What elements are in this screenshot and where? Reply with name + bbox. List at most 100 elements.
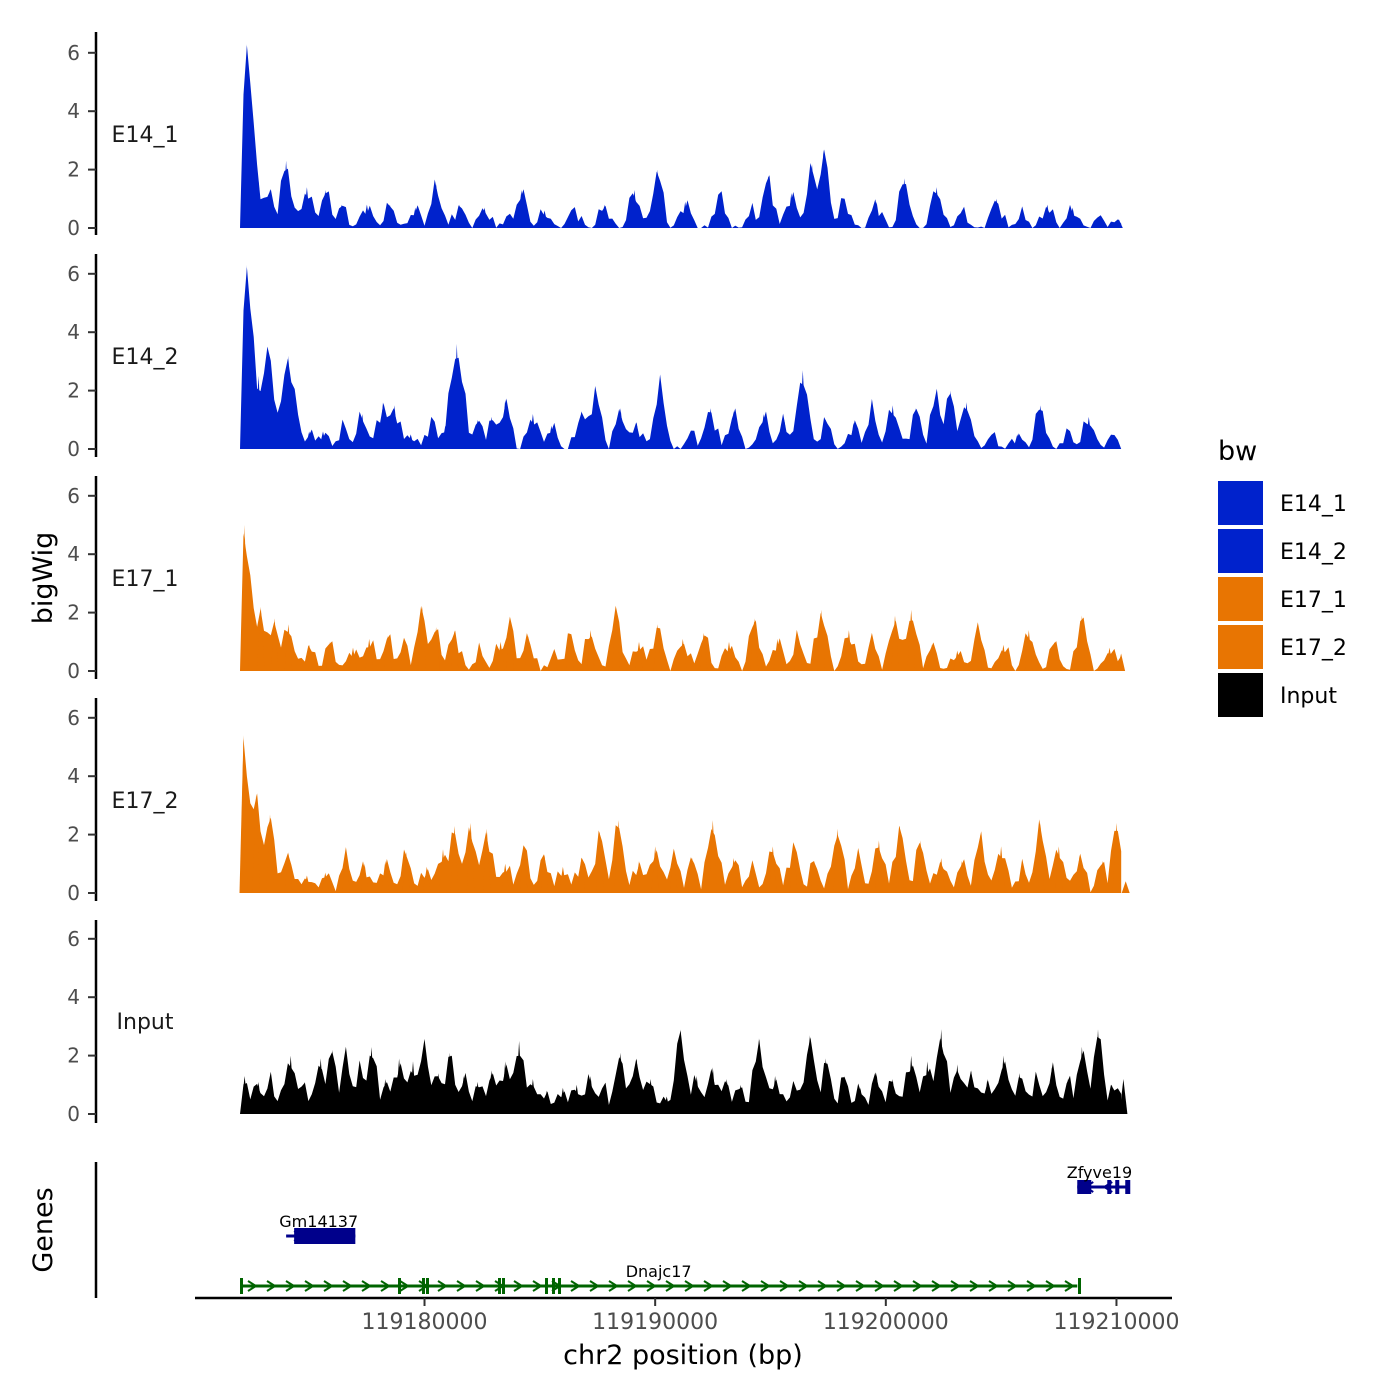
gene-label: Zfyve19 — [1067, 1163, 1132, 1182]
strand-arrow — [760, 1280, 771, 1292]
strand-arrow — [874, 1280, 885, 1292]
track-peak-e17-2 — [321, 872, 330, 893]
track-area-e17-2 — [240, 738, 1122, 893]
x-tick-label: 119210000 — [1053, 1310, 1179, 1335]
track-peak-e17-1 — [365, 638, 374, 671]
track-peak-e14-2 — [798, 370, 807, 449]
strand-arrow — [323, 1280, 334, 1292]
gene-exon — [398, 1278, 401, 1294]
track-peak-e17-2 — [651, 846, 660, 893]
strip-label-input: Input — [117, 1010, 174, 1035]
strand-arrow — [836, 1280, 847, 1292]
track-peak-input — [646, 1079, 655, 1114]
track-peak-input — [286, 1055, 295, 1114]
track-peak-input — [1077, 1046, 1086, 1114]
gene-label: Dnajc17 — [626, 1262, 692, 1281]
track-peak-e17-1 — [907, 609, 916, 671]
x-ticks: 119180000 119190000 119200000 119210000 — [362, 1298, 1179, 1335]
strand-arrow — [988, 1280, 999, 1292]
y-tick-label: 2 — [67, 158, 80, 182]
strand-arrow — [798, 1280, 809, 1292]
track-peak-input — [692, 1076, 701, 1114]
y-axis-title: bigWig — [28, 532, 59, 625]
strand-arrow — [646, 1280, 657, 1292]
gene-label: Gm14137 — [279, 1212, 358, 1231]
track-peak-e17-1 — [1117, 653, 1126, 671]
strand-arrow — [247, 1280, 258, 1292]
track-peak-e17-2 — [239, 735, 248, 893]
track-peak-input — [1047, 1067, 1056, 1114]
track-peak-e14-2 — [1064, 431, 1072, 449]
track-peak-input — [821, 1058, 830, 1114]
track-peak-e17-2 — [688, 858, 697, 893]
gene-exon — [294, 1228, 356, 1244]
track-peak-e17-1 — [496, 641, 505, 671]
track-peak-e17-2 — [1017, 866, 1026, 893]
strand-arrow — [437, 1280, 448, 1292]
track-peak-input — [445, 1052, 454, 1114]
gene-exon — [558, 1278, 561, 1294]
strand-arrow — [1007, 1280, 1018, 1292]
strand-arrow — [703, 1280, 714, 1292]
track-peak-e17-1 — [891, 615, 899, 671]
track-peak-e14-1 — [808, 163, 816, 228]
track-peak-e14-1 — [1017, 213, 1026, 228]
track-peak-e14-2 — [946, 390, 955, 449]
strand-arrow — [684, 1280, 695, 1292]
track-peak-e14-2 — [441, 425, 450, 449]
track-peak-e17-2 — [252, 793, 261, 893]
gene-exon — [552, 1278, 555, 1294]
track-peak-e14-2 — [284, 355, 293, 449]
strand-arrow — [931, 1280, 942, 1292]
strand-arrow — [266, 1280, 277, 1292]
track-peak-e14-1 — [653, 169, 662, 228]
track-peak-e17-2 — [466, 822, 475, 893]
track-peak-e14-2 — [688, 431, 697, 449]
track-peak-e14-1 — [362, 204, 371, 228]
track-peak-e17-2 — [669, 852, 678, 893]
track-peak-e14-2 — [932, 390, 941, 449]
track-peak-e14-2 — [1036, 405, 1045, 449]
track-area-e14-2 — [240, 267, 1122, 449]
track-peak-input — [937, 1029, 946, 1114]
track-peak-e14-1 — [787, 193, 796, 228]
track-peak-e14-2 — [339, 425, 348, 449]
track-peak-input — [923, 1061, 932, 1114]
track-peak-e17-2 — [810, 860, 819, 893]
gene-exon — [422, 1278, 425, 1294]
track-peak-input — [409, 1061, 417, 1114]
track-peak-e17-2 — [1121, 881, 1130, 893]
track-peak-input — [277, 1090, 286, 1114]
track-peak-e14-1 — [1043, 204, 1052, 228]
track-peak-e17-1 — [240, 525, 249, 671]
legend: bw E14_1 E14_2 E17_1 E17_2 Input — [1218, 436, 1347, 717]
track-peak-e14-1 — [517, 190, 526, 228]
track-peak-e14-1 — [503, 216, 512, 228]
legend-label-e17-1: E17_1 — [1280, 588, 1347, 613]
legend-swatch-e17-2 — [1218, 625, 1263, 669]
track-peak-input — [254, 1081, 263, 1114]
track-peak-input — [501, 1061, 510, 1114]
track-peak-e17-2 — [519, 846, 528, 893]
track-peak-e14-2 — [706, 408, 715, 449]
track-peak-e14-2 — [729, 411, 738, 449]
track-peak-input — [473, 1081, 482, 1114]
track-area-e17-1 — [240, 533, 1122, 671]
track-peak-e14-2 — [501, 399, 510, 449]
track-peak-e17-1 — [1024, 630, 1033, 671]
track-peak-input — [840, 1076, 849, 1114]
track-peak-input — [558, 1087, 567, 1114]
track-peak-input — [662, 1096, 671, 1114]
track-peak-e17-1 — [586, 630, 595, 671]
track-peak-e14-1 — [1114, 219, 1123, 228]
gene-zfyve19: Zfyve19 — [1067, 1163, 1132, 1194]
strand-arrow — [285, 1280, 296, 1292]
strand-arrow — [589, 1280, 600, 1292]
track-peak-e17-2 — [1036, 822, 1045, 893]
strand-arrow — [1045, 1280, 1056, 1292]
y-tick-label: 6 — [67, 706, 80, 730]
track-peak-e14-2 — [305, 431, 314, 449]
signal-tracks — [239, 44, 1130, 1114]
track-peak-e17-1 — [612, 609, 620, 671]
track-peak-e17-2 — [854, 855, 863, 893]
